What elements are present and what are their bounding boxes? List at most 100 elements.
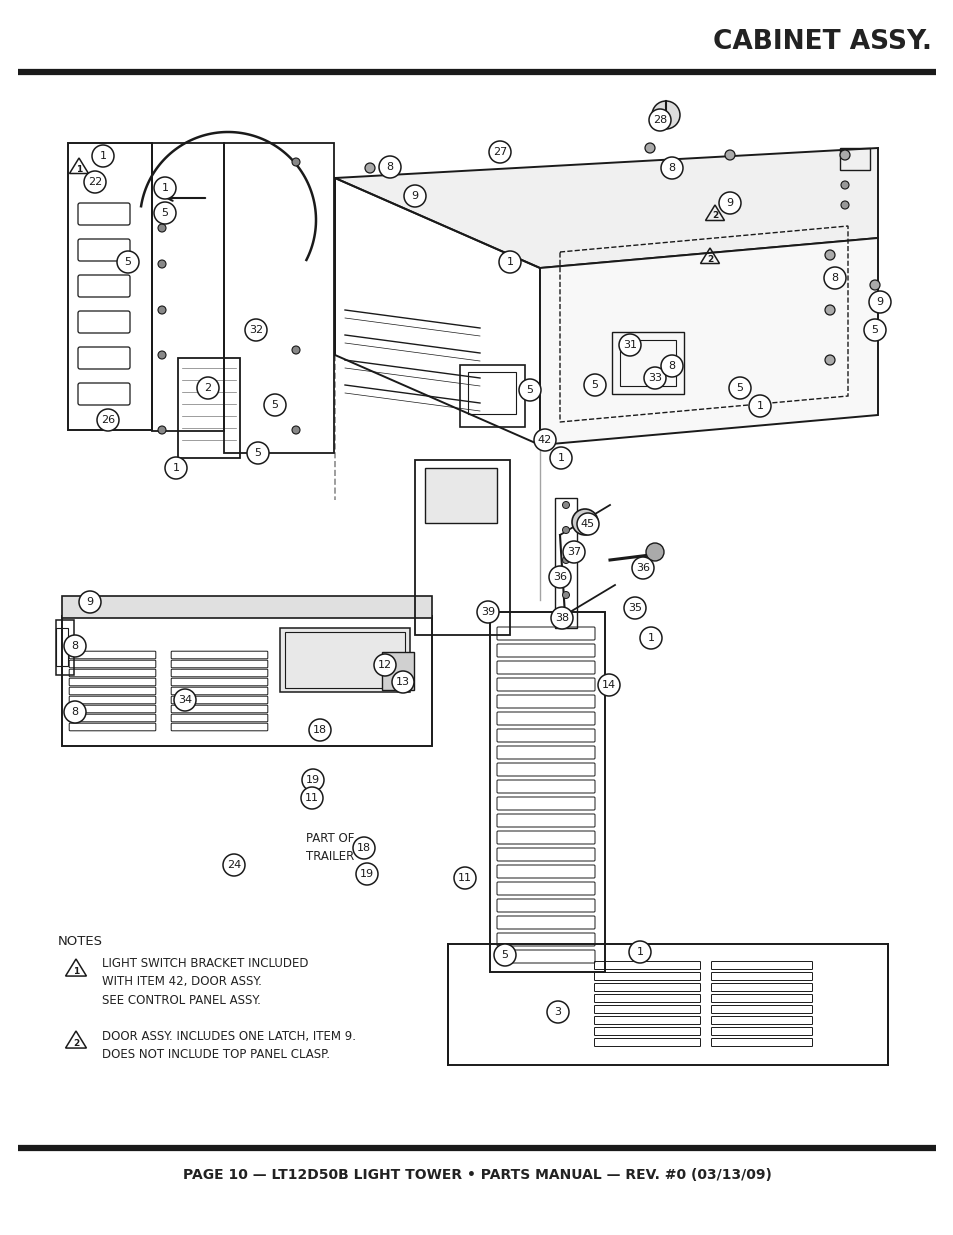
- Text: 2: 2: [72, 1039, 79, 1047]
- Text: 13: 13: [395, 677, 410, 687]
- Bar: [424, 468, 497, 522]
- Circle shape: [158, 261, 166, 268]
- Text: 1: 1: [647, 634, 654, 643]
- Text: 34: 34: [178, 695, 192, 705]
- Circle shape: [719, 191, 740, 214]
- Circle shape: [91, 144, 113, 167]
- Text: 36: 36: [636, 563, 649, 573]
- Bar: [280, 629, 410, 692]
- Text: 1: 1: [172, 463, 179, 473]
- Circle shape: [245, 319, 267, 341]
- Circle shape: [292, 158, 299, 165]
- Text: 45: 45: [580, 519, 595, 529]
- Circle shape: [489, 141, 511, 163]
- Bar: [285, 632, 405, 688]
- Circle shape: [79, 592, 101, 613]
- Text: 24: 24: [227, 860, 241, 869]
- Circle shape: [365, 163, 375, 173]
- Circle shape: [869, 330, 879, 340]
- Bar: [56, 629, 68, 666]
- Text: 1: 1: [557, 453, 564, 463]
- Circle shape: [824, 354, 834, 366]
- Bar: [459, 366, 524, 427]
- Circle shape: [628, 941, 650, 963]
- Circle shape: [378, 156, 400, 178]
- Bar: [415, 459, 510, 635]
- Circle shape: [518, 379, 540, 401]
- Circle shape: [578, 515, 592, 529]
- Text: 14: 14: [601, 680, 616, 690]
- Text: 5: 5: [125, 257, 132, 267]
- Circle shape: [158, 351, 166, 359]
- Circle shape: [562, 557, 569, 563]
- Text: 8: 8: [668, 163, 675, 173]
- Text: 5: 5: [501, 950, 508, 960]
- Circle shape: [841, 201, 848, 209]
- Text: LIGHT SWITCH BRACKET INCLUDED
WITH ITEM 42, DOOR ASSY.
SEE CONTROL PANEL ASSY.: LIGHT SWITCH BRACKET INCLUDED WITH ITEM …: [102, 957, 308, 1007]
- Text: 12: 12: [377, 659, 392, 671]
- Circle shape: [196, 377, 219, 399]
- Circle shape: [643, 367, 665, 389]
- Bar: [178, 358, 240, 458]
- Circle shape: [494, 944, 516, 966]
- Text: 31: 31: [622, 340, 637, 350]
- Circle shape: [562, 541, 584, 563]
- Circle shape: [403, 185, 426, 207]
- Circle shape: [374, 655, 395, 676]
- Bar: [62, 616, 432, 746]
- Circle shape: [153, 203, 175, 224]
- Circle shape: [572, 509, 598, 535]
- Circle shape: [598, 674, 619, 697]
- Text: 33: 33: [647, 373, 661, 383]
- Text: 2: 2: [204, 383, 212, 393]
- Circle shape: [645, 543, 663, 561]
- Circle shape: [824, 249, 834, 261]
- Circle shape: [454, 867, 476, 889]
- Text: 8: 8: [668, 361, 675, 370]
- Circle shape: [292, 426, 299, 433]
- Text: 5: 5: [871, 325, 878, 335]
- Circle shape: [748, 395, 770, 417]
- Circle shape: [562, 501, 569, 509]
- Text: 9: 9: [87, 597, 93, 606]
- Text: NOTES: NOTES: [58, 935, 103, 948]
- Text: 8: 8: [386, 162, 394, 172]
- Text: 18: 18: [313, 725, 327, 735]
- Text: 1: 1: [161, 183, 169, 193]
- Text: 1: 1: [99, 151, 107, 161]
- Text: 36: 36: [553, 572, 566, 582]
- Text: 37: 37: [566, 547, 580, 557]
- Text: PART OF
TRAILER: PART OF TRAILER: [306, 832, 354, 863]
- Bar: [840, 148, 869, 170]
- Circle shape: [353, 837, 375, 860]
- Text: 35: 35: [627, 603, 641, 613]
- Text: CABINET ASSY.: CABINET ASSY.: [712, 28, 931, 56]
- Circle shape: [64, 701, 86, 722]
- Circle shape: [476, 601, 498, 622]
- Bar: [381, 652, 414, 690]
- Circle shape: [583, 374, 605, 396]
- Text: 32: 32: [249, 325, 263, 335]
- Text: 1: 1: [756, 401, 762, 411]
- Circle shape: [355, 863, 377, 885]
- Circle shape: [562, 592, 569, 599]
- Text: 19: 19: [359, 869, 374, 879]
- Circle shape: [550, 447, 572, 469]
- Circle shape: [728, 377, 750, 399]
- Text: DOOR ASSY. INCLUDES ONE LATCH, ITEM 9.
DOES NOT INCLUDE TOP PANEL CLASP.: DOOR ASSY. INCLUDES ONE LATCH, ITEM 9. D…: [102, 1030, 355, 1062]
- Circle shape: [153, 177, 175, 199]
- Bar: [152, 143, 224, 431]
- Circle shape: [577, 513, 598, 535]
- Circle shape: [623, 597, 645, 619]
- Circle shape: [534, 429, 556, 451]
- Text: 1: 1: [72, 967, 79, 976]
- Bar: [224, 143, 334, 453]
- Circle shape: [292, 346, 299, 354]
- Text: 8: 8: [71, 706, 78, 718]
- Text: 8: 8: [71, 641, 78, 651]
- Text: 42: 42: [537, 435, 552, 445]
- Circle shape: [247, 442, 269, 464]
- Circle shape: [824, 305, 834, 315]
- Circle shape: [869, 280, 879, 290]
- Circle shape: [309, 719, 331, 741]
